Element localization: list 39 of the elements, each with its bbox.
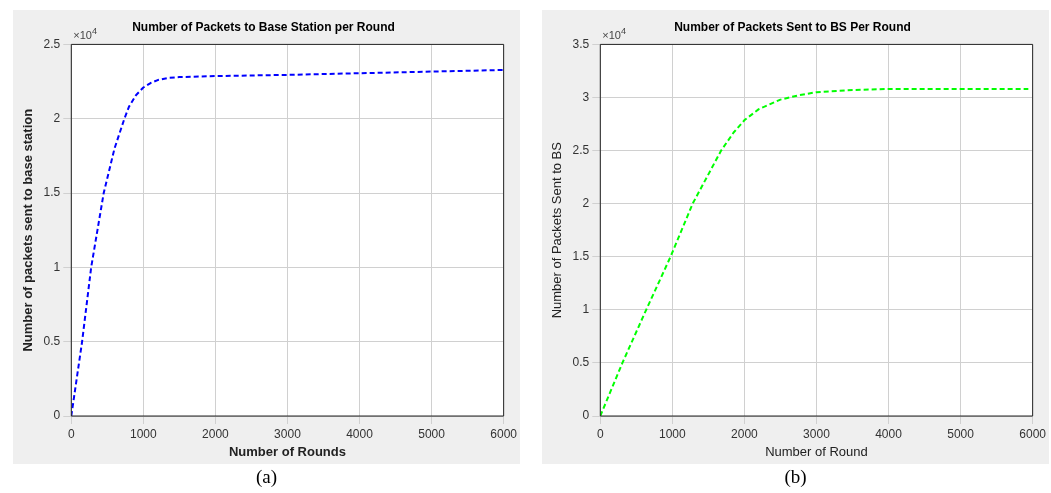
chart-title: Number of Packets to Base Station per Round [132, 19, 395, 34]
x-tick-label: 2000 [731, 426, 759, 441]
chart-title: Number of Packets Sent to BS Per Round [674, 19, 911, 34]
y-tick-label: 0 [53, 408, 61, 423]
y-tick-label: 0.5 [572, 355, 590, 370]
x-tick-label: 3000 [803, 426, 831, 441]
x-axis-title: Number of Rounds [228, 443, 346, 459]
y-tick-label: 2.5 [572, 142, 590, 157]
x-tick-label: 1000 [658, 426, 687, 441]
y-tick-label: 2.5 [43, 36, 61, 51]
y-tick-label: 0 [582, 408, 590, 423]
text: (b) [783, 466, 808, 488]
y-tick-label: 2 [53, 111, 61, 126]
line-series [600, 87, 1030, 416]
x-tick-label: 4000 [346, 426, 374, 441]
text: ×10$^{4}$ [73, 26, 98, 42]
x-tick-label: 5000 [418, 426, 446, 441]
x-tick-label: 3000 [274, 426, 302, 441]
y-axis-title: Number of Packets Sent to BS [549, 141, 565, 319]
y-tick-label: 1 [582, 302, 590, 317]
y-tick-label: 1.5 [572, 249, 590, 264]
x-tick-label: 6000 [490, 426, 518, 441]
y-tick-label: 3 [582, 89, 590, 104]
y-tick-label: 3.5 [572, 36, 590, 51]
x-axis-title: Number of Round [765, 443, 868, 459]
x-tick-label: 1000 [129, 426, 158, 441]
x-tick-label: 2000 [202, 426, 230, 441]
y-tick-label: 0.5 [43, 333, 61, 348]
y-tick-label: 1.5 [43, 185, 61, 200]
x-tick-label: 4000 [875, 426, 903, 441]
y-tick-label: 2 [582, 195, 590, 210]
x-tick-label: 0 [596, 426, 604, 441]
y-tick-label: 1 [53, 259, 61, 274]
x-tick-label: 6000 [1019, 426, 1047, 441]
text: (a) [254, 466, 279, 488]
x-tick-label: 0 [67, 426, 75, 441]
text: ×10$^{4}$ [602, 26, 627, 42]
y-axis-title: Number of packets sent to base station [20, 108, 36, 352]
x-tick-label: 5000 [947, 426, 975, 441]
